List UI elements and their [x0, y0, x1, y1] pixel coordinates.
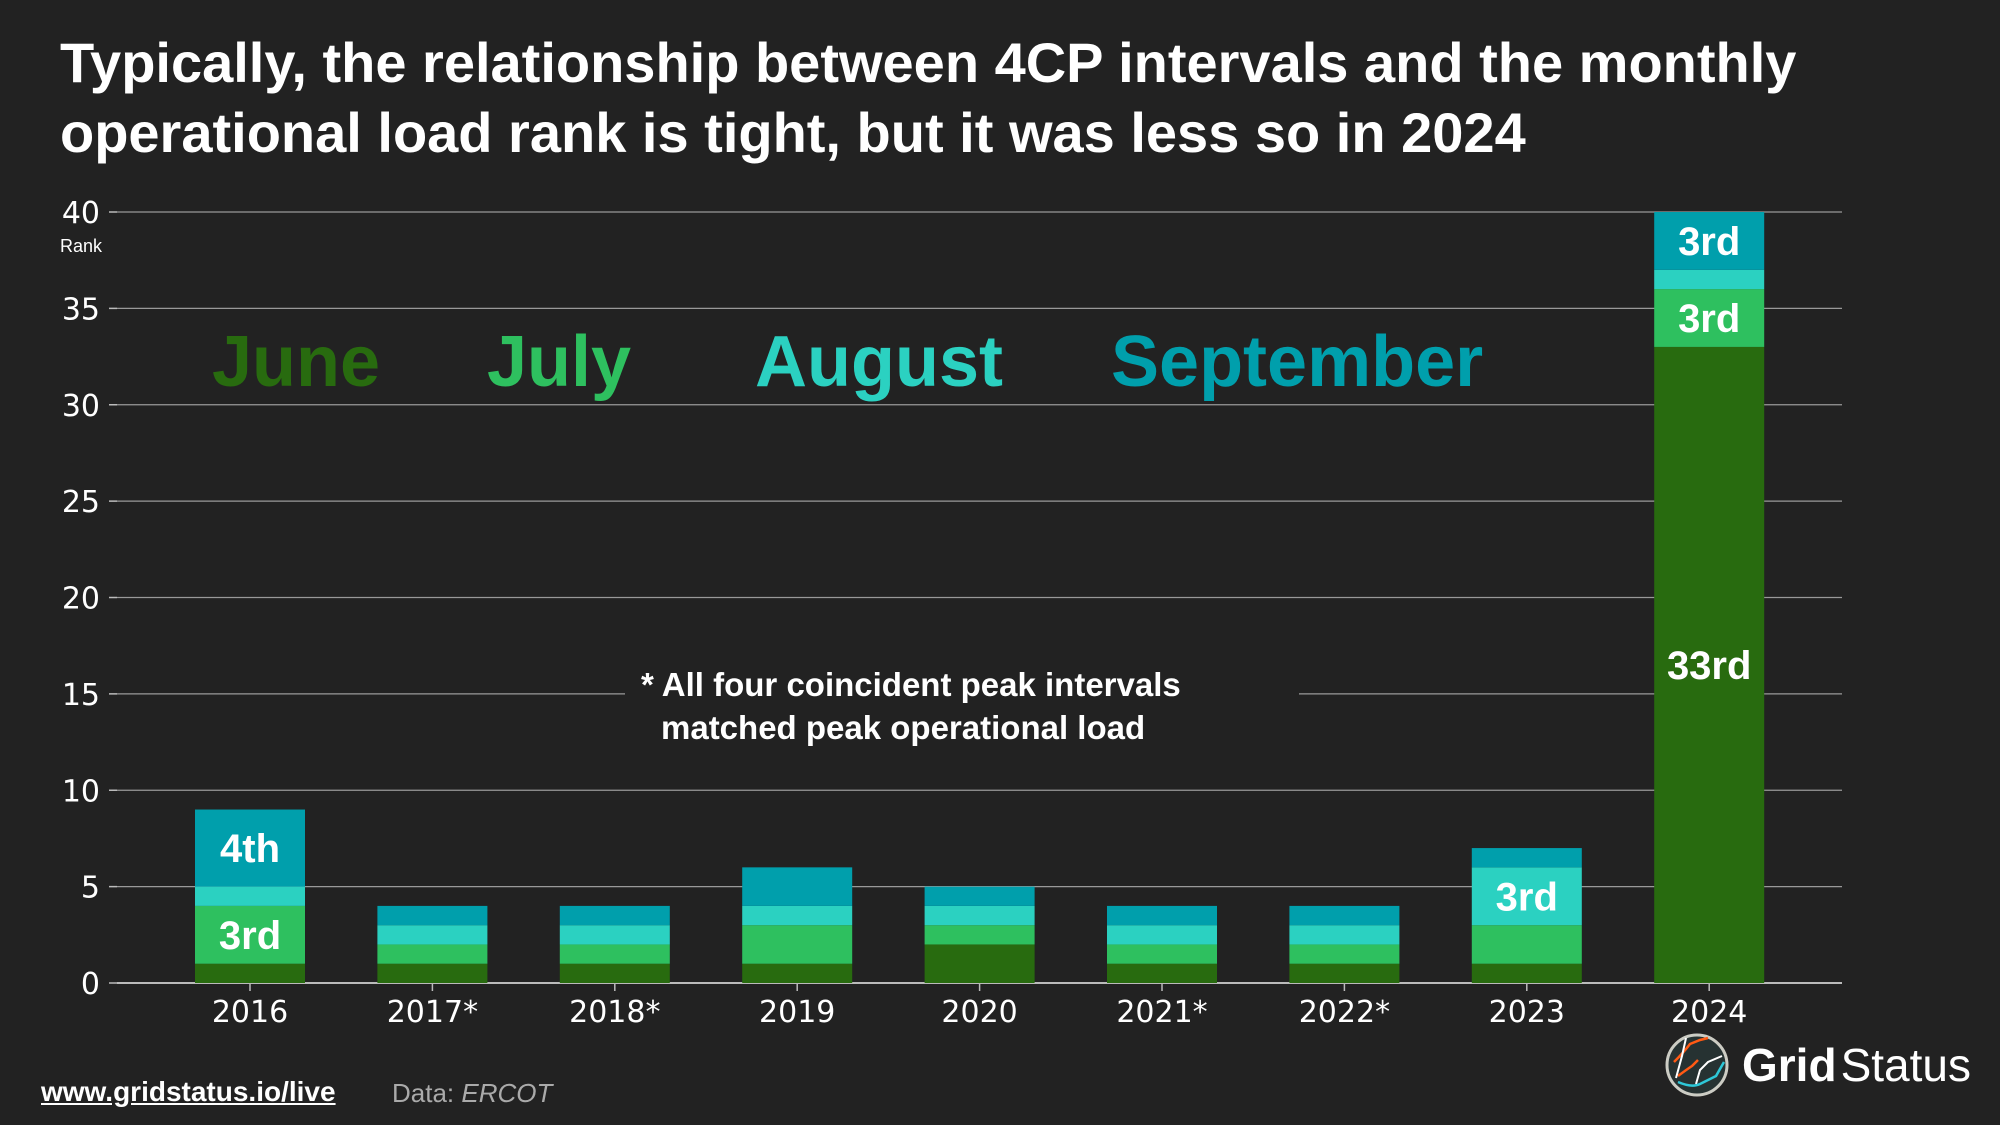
- bar-2019: [742, 867, 853, 983]
- data-label: 33rd: [1667, 644, 1752, 688]
- y-tick-label: 5: [81, 871, 100, 906]
- y-tick-label: 15: [62, 678, 100, 713]
- x-tick-label: 2022*: [1299, 995, 1390, 1030]
- bar-segment-july: [1289, 944, 1400, 964]
- source-prefix: Data:: [392, 1078, 455, 1108]
- data-label: 3rd: [1678, 220, 1740, 264]
- x-tick-label: 2024: [1671, 995, 1747, 1030]
- bar-segment-july: [377, 944, 488, 964]
- bar-segment-june: [559, 963, 670, 983]
- bar-2021: [1107, 905, 1217, 983]
- x-tick-label: 2019: [759, 995, 835, 1030]
- x-tick-label: 2023: [1489, 995, 1565, 1030]
- bar-segment-june: [924, 944, 1035, 983]
- bar-2018: [559, 905, 670, 983]
- bar-segment-june: [377, 963, 488, 983]
- data-label: 4th: [220, 827, 280, 871]
- bar-segment-august: [1107, 925, 1217, 945]
- bar-segment-june: [195, 963, 305, 983]
- bar-segment-july: [1107, 944, 1217, 964]
- chart-title: Typically, the relationship between 4CP …: [60, 31, 1797, 164]
- grid-globe-icon: [1665, 1033, 1729, 1097]
- gridstatus-logo: Grid Status: [1664, 1032, 1971, 1098]
- bar-2022: [1289, 905, 1400, 983]
- data-label: 3rd: [1678, 297, 1740, 341]
- legend-august: August: [755, 322, 1003, 402]
- bar-segment-august: [559, 925, 670, 945]
- bar-segment-june: [1289, 963, 1400, 983]
- bar-segment-june: [1654, 346, 1765, 983]
- legend-july: July: [487, 322, 631, 402]
- annotation: * All four coincident peak intervals mat…: [625, 666, 1299, 746]
- data-source: Data: ERCOT: [392, 1078, 552, 1109]
- bar-segment-september: [1107, 905, 1217, 926]
- y-axis-label: Rank: [60, 236, 103, 256]
- x-tick-label: 2017*: [387, 995, 478, 1030]
- x-tick-label: 2021*: [1116, 995, 1207, 1030]
- bar-segment-august: [377, 925, 488, 945]
- annotation-line-2: matched peak operational load: [661, 709, 1145, 746]
- bar-2024: 33rd 3rd 3rd: [1654, 212, 1765, 983]
- bar-segment-september: [1289, 905, 1400, 926]
- bar-segment-july: [1654, 289, 1765, 347]
- bar-2016: 3rd 4th: [195, 809, 305, 983]
- bar-segment-august: [1654, 269, 1765, 290]
- logo-text-grid: Grid: [1742, 1039, 1837, 1091]
- x-axis-ticks: 2016 2017* 2018* 2019 2020 2021* 2022* 2023 2024: [212, 983, 1747, 1030]
- bar-segment-july: [195, 905, 305, 964]
- bar-segment-june: [742, 963, 853, 983]
- legend-september: September: [1111, 322, 1483, 402]
- bar-segment-august: [1289, 925, 1400, 945]
- bar-2023: 3rd: [1471, 848, 1582, 983]
- bar-segment-july: [1471, 925, 1582, 964]
- annotation-background: [625, 680, 1299, 700]
- y-tick-label: 25: [62, 485, 100, 520]
- y-tick-label: 0: [81, 967, 100, 1002]
- bar-segment-september: [195, 809, 305, 887]
- y-tick-label: 30: [62, 389, 100, 424]
- bar-segment-september: [1654, 212, 1765, 270]
- bar-2020: [924, 886, 1035, 983]
- bar-segment-july: [559, 944, 670, 964]
- bar-segment-august: [742, 905, 853, 926]
- bar-segment-august: [924, 905, 1035, 926]
- y-axis-ticks: 0 5 10 15 20 25 30 35 40: [62, 196, 117, 1002]
- y-tick-label: 35: [62, 292, 100, 327]
- data-label: 3rd: [1496, 875, 1558, 919]
- bar-segment-september: [559, 905, 670, 926]
- bar-segment-june: [1107, 963, 1217, 983]
- bar-segment-august: [195, 886, 305, 906]
- source-name: ERCOT: [461, 1078, 553, 1108]
- bar-segment-september: [924, 886, 1035, 906]
- logo-text-status: Status: [1840, 1039, 1971, 1091]
- bar-segment-september: [742, 867, 853, 906]
- legend-june: June: [212, 322, 380, 402]
- y-tick-label: 20: [62, 582, 100, 617]
- annotation-line-1: * All four coincident peak intervals: [641, 666, 1181, 703]
- bar-segment-july: [742, 925, 853, 964]
- legend: June July August September: [212, 322, 1483, 402]
- bar-segment-june: [1471, 963, 1582, 983]
- x-tick-label: 2016: [212, 995, 288, 1030]
- bars: 3rd 4th 3rd 33rd 3rd 3rd: [195, 212, 1765, 983]
- bar-segment-july: [924, 925, 1035, 945]
- y-tick-label: 40: [62, 196, 100, 231]
- bar-segment-september: [1471, 848, 1582, 868]
- x-tick-label: 2018*: [569, 995, 660, 1030]
- x-tick-label: 2020: [941, 995, 1017, 1030]
- gridstatus-link[interactable]: www.gridstatus.io/live: [41, 1076, 336, 1107]
- bar-2017: [377, 905, 488, 983]
- bar-segment-august: [1471, 867, 1582, 926]
- bar-segment-september: [377, 905, 488, 926]
- y-tick-label: 10: [62, 774, 100, 809]
- data-label: 3rd: [219, 914, 281, 958]
